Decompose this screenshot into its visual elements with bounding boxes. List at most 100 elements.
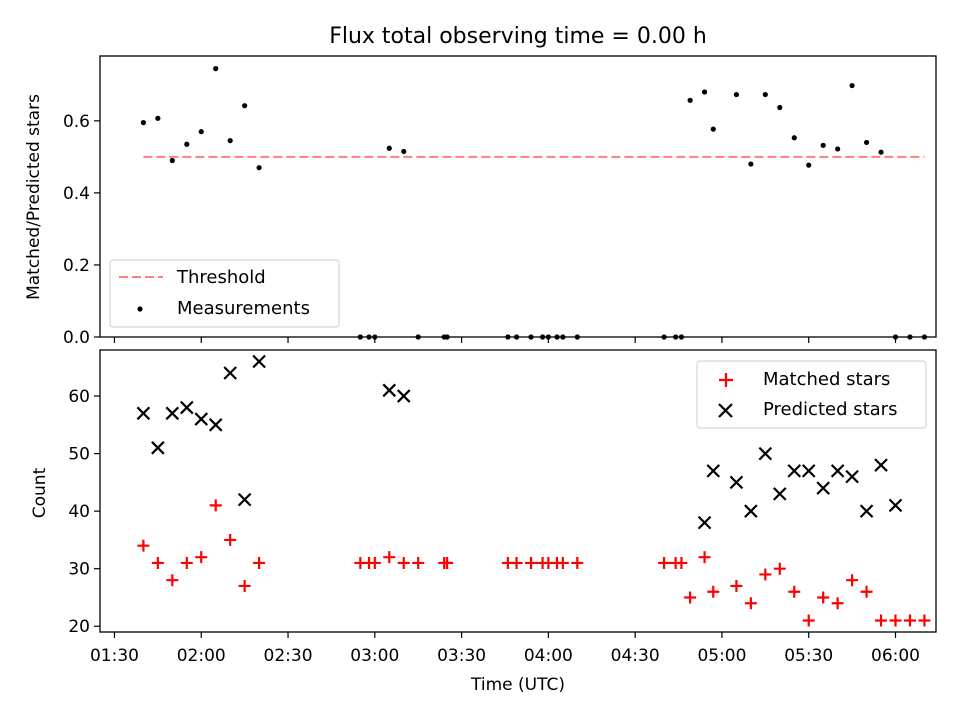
predicted-star-point (845, 469, 859, 484)
x-tick-label: 04:30 (611, 646, 660, 666)
matched-star-point (684, 591, 697, 604)
matched-star-point (224, 533, 237, 546)
y-tick-label: 50 (68, 445, 90, 465)
ratio-panel: 0.0 0.2 0.4 0.6 Matched/Predicted stars Thr… (24, 55, 937, 348)
measurement-point (806, 162, 812, 168)
matched-star-point (238, 579, 251, 592)
measurements-legend-swatch (137, 306, 143, 312)
measurement-point (849, 82, 855, 89)
predicted-star-point (223, 366, 237, 380)
x-tick-label: 05:00 (697, 646, 746, 666)
x-tick-label: 04:00 (524, 646, 573, 666)
predicted-star-point (396, 389, 411, 403)
matched-star-point (137, 539, 150, 552)
measurement-point (213, 66, 219, 72)
matched-star-point (831, 597, 844, 610)
y-tick-label: 30 (68, 560, 90, 580)
measurement-point (227, 138, 233, 144)
matched-star-point (875, 614, 888, 627)
measurement-point (791, 135, 797, 141)
y-tick-label: 60 (68, 387, 90, 407)
count-legend-frame (696, 360, 927, 429)
matched-star-point (180, 556, 193, 569)
matched-star-point (195, 551, 208, 564)
y-tick-label: 40 (68, 502, 90, 522)
ratio-panel-frame (99, 55, 937, 338)
matched-star-point (658, 556, 671, 569)
ratio-y-axis-label: Matched/Predicted stars (24, 94, 44, 300)
measurement-point (820, 142, 826, 148)
predicted-star-point (194, 412, 209, 426)
matched-star-point (802, 614, 815, 627)
count-y-axis: 20 30 40 50 60 (68, 387, 100, 637)
x-tick-label: 03:00 (350, 646, 399, 666)
measurement-point (878, 149, 884, 155)
matched-legend-label: Matched stars (763, 369, 890, 390)
measurement-point (777, 104, 783, 111)
x-tick-label: 01:30 (90, 646, 139, 666)
measurements-legend-label: Measurements (177, 298, 310, 319)
predicted-legend-swatch (718, 403, 733, 418)
chart-title: Flux total observing time = 0.00 h (329, 24, 707, 49)
measurement-point (256, 165, 262, 171)
measurement-point (687, 97, 693, 103)
predicted-star-point (744, 504, 758, 518)
ratio-y-axis: 0.0 0.2 0.4 0.6 (63, 112, 100, 348)
x-tick-label: 05:30 (784, 646, 833, 666)
threshold-legend-label: Threshold (176, 267, 266, 288)
predicted-star-point (151, 441, 165, 455)
measurement-point (155, 115, 161, 121)
matched-star-point (166, 574, 179, 587)
matched-star-point (209, 499, 222, 512)
matched-star-point (412, 556, 425, 569)
measurement-point (835, 146, 841, 152)
predicted-star-point (136, 406, 151, 421)
y-tick-label: 0.0 (63, 328, 90, 348)
measurement-point (863, 139, 870, 146)
matched-star-point (860, 585, 873, 598)
matched-star-point (675, 556, 688, 569)
y-tick-label: 0.4 (63, 184, 90, 204)
measurement-point (401, 148, 407, 155)
predicted-star-point (697, 515, 712, 530)
predicted-star-point (758, 446, 773, 461)
matched-star-point (368, 556, 381, 569)
predicted-star-point (165, 406, 180, 421)
matched-star-point (744, 597, 757, 610)
predicted-star-point (859, 504, 874, 518)
matched-star-point (918, 614, 931, 627)
y-tick-label: 20 (68, 617, 90, 637)
measurement-point (762, 91, 768, 98)
predicted-star-point (729, 475, 744, 490)
predicted-star-point (888, 498, 903, 513)
matched-star-point (151, 556, 164, 569)
predicted-star-point (382, 383, 397, 398)
measurement-point (701, 89, 708, 95)
x-tick-label: 03:30 (437, 646, 486, 666)
measurement-point (198, 129, 204, 135)
matched-star-point (698, 551, 711, 564)
count-y-axis-label: Count (30, 467, 50, 518)
measurement-point (748, 161, 754, 167)
matched-star-point (525, 556, 538, 569)
matched-legend-swatch (719, 373, 733, 387)
measurement-point (386, 145, 392, 151)
measurement-point (140, 120, 146, 126)
matched-star-point (846, 574, 859, 587)
predicted-star-point (830, 464, 845, 478)
predicted-star-point (787, 464, 802, 478)
ratio-legend: Threshold Measurements (109, 259, 340, 328)
matched-star-point (441, 556, 454, 569)
predicted-star-point (208, 418, 223, 432)
matched-star-point (817, 591, 830, 604)
matched-star-point (788, 585, 801, 598)
predicted-star-point (801, 464, 816, 478)
y-tick-label: 0.2 (63, 256, 90, 276)
count-legend: Matched stars Predicted stars (696, 360, 927, 429)
predicted-star-point (816, 481, 830, 495)
predicted-star-point (180, 400, 194, 415)
predicted-star-point (252, 354, 266, 369)
matched-star-point (383, 551, 396, 564)
ratio-x-ticks (113, 337, 897, 343)
